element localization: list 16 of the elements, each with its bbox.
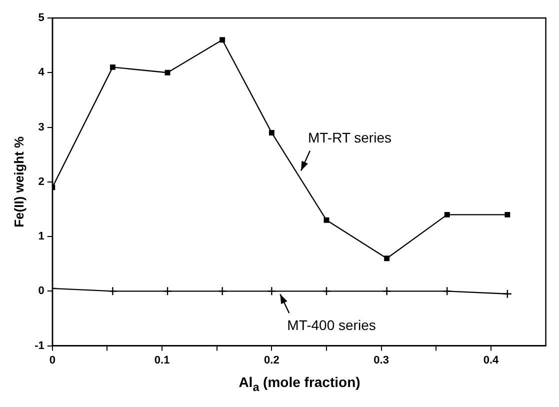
- x-tick-label: 0.3: [374, 354, 389, 366]
- x-tick-label: 0.2: [264, 354, 280, 366]
- y-axis-title: Fe(II) weight %: [11, 136, 26, 228]
- x-axis-title: Al$_{a}$ (mole fraction): [238, 374, 362, 394]
- y-tick-label: 2: [38, 176, 44, 188]
- y-tick-label: 1: [38, 230, 44, 243]
- y-tick-label: 5: [38, 12, 44, 24]
- y-tick-label: 3: [38, 121, 44, 134]
- y-tick-label: -1: [34, 340, 44, 352]
- y-tick-label: 4: [38, 66, 46, 79]
- annotation: MT-RT series: [308, 130, 392, 146]
- annotation: MT-400 series: [287, 317, 376, 334]
- y-tick-label: 0: [38, 285, 44, 298]
- x-tick-label: 0.1: [154, 354, 170, 366]
- x-tick-label: 0.4: [483, 354, 500, 366]
- x-tick-label: 0: [49, 354, 56, 366]
